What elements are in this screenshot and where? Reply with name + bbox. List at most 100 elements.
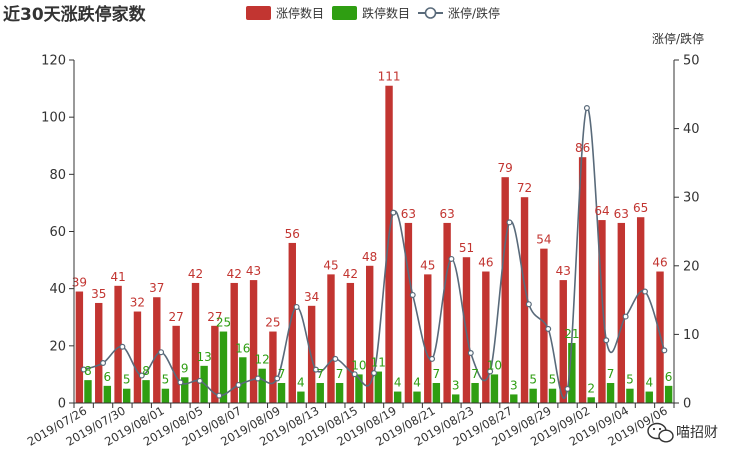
right-axis-name: 涨停/跌停 bbox=[652, 31, 704, 46]
bar-limit-down bbox=[432, 382, 441, 403]
bar-limit-down bbox=[393, 391, 402, 403]
bar-limit-up bbox=[114, 285, 122, 403]
bar-limit-down bbox=[316, 382, 324, 403]
data-label-limit-up: 45 bbox=[420, 258, 435, 272]
data-label-limit-up: 43 bbox=[246, 264, 261, 278]
data-label-limit-down: 8 bbox=[142, 364, 150, 378]
bar-limit-up bbox=[424, 274, 432, 403]
data-label-limit-up: 63 bbox=[614, 207, 629, 221]
ratio-point bbox=[235, 381, 242, 388]
bar-limit-down bbox=[335, 382, 344, 403]
data-label-limit-down: 5 bbox=[162, 373, 170, 387]
ratio-point bbox=[506, 219, 513, 226]
bar-limit-up bbox=[540, 248, 548, 403]
data-label-limit-up: 25 bbox=[265, 316, 280, 330]
data-label-limit-down: 8 bbox=[84, 364, 92, 378]
data-label-limit-up: 27 bbox=[169, 310, 184, 324]
data-label-limit-up: 63 bbox=[439, 207, 454, 221]
data-label-limit-down: 2 bbox=[587, 381, 595, 395]
data-label-limit-down: 11 bbox=[371, 356, 386, 370]
ratio-point bbox=[487, 368, 494, 375]
data-label-limit-up: 48 bbox=[362, 250, 377, 264]
bar-limit-up bbox=[249, 280, 258, 403]
data-label-limit-down: 5 bbox=[123, 373, 131, 387]
bar-limit-down bbox=[568, 342, 576, 403]
data-label-limit-down: 7 bbox=[336, 367, 344, 381]
bar-limit-down bbox=[626, 388, 634, 403]
left-tick-label: 100 bbox=[41, 111, 66, 126]
data-label-limit-up: 42 bbox=[188, 267, 203, 281]
bar-limit-up bbox=[153, 297, 161, 403]
data-label-limit-down: 5 bbox=[626, 373, 634, 387]
bar-limit-up bbox=[598, 220, 606, 403]
data-label-limit-down: 5 bbox=[529, 373, 537, 387]
data-label-limit-down: 7 bbox=[471, 367, 479, 381]
data-label-limit-down: 13 bbox=[196, 350, 211, 364]
legend-label: 涨停/跌停 bbox=[448, 6, 500, 21]
ratio-point bbox=[429, 355, 436, 362]
ratio-point bbox=[661, 347, 668, 354]
data-label-limit-down: 7 bbox=[278, 367, 286, 381]
left-tick-label: 80 bbox=[49, 168, 66, 183]
bar-limit-down bbox=[219, 331, 228, 403]
legend: 涨停数目 跌停数目 涨停/跌停 bbox=[246, 6, 500, 21]
data-label-limit-down: 5 bbox=[549, 373, 557, 387]
data-label-limit-up: 65 bbox=[633, 201, 648, 215]
left-tick-label: 120 bbox=[41, 54, 66, 69]
data-label-limit-down: 3 bbox=[510, 378, 518, 392]
data-label-limit-down: 10 bbox=[351, 358, 366, 372]
data-label-limit-up: 46 bbox=[652, 256, 667, 270]
right-tick-label: 50 bbox=[683, 54, 700, 69]
ratio-point bbox=[603, 337, 610, 344]
data-label-limit-up: 41 bbox=[110, 270, 125, 284]
bar-limit-up bbox=[636, 217, 645, 403]
bar-limit-up bbox=[307, 305, 316, 403]
data-label-limit-down: 6 bbox=[104, 370, 112, 384]
bar-limit-up bbox=[327, 274, 335, 403]
bar-limit-down bbox=[452, 394, 460, 403]
left-tick-label: 60 bbox=[49, 225, 66, 240]
data-label-limit-up: 51 bbox=[459, 241, 474, 255]
legend-marker-ratio bbox=[424, 7, 437, 19]
data-label-limit-up: 54 bbox=[536, 233, 551, 247]
ratio-point bbox=[138, 372, 145, 379]
data-label-limit-up: 64 bbox=[594, 204, 609, 218]
data-label-limit-up: 72 bbox=[517, 181, 532, 195]
bar-limit-up bbox=[95, 302, 103, 403]
ratio-point bbox=[274, 375, 281, 382]
legend-swatch-limit-up bbox=[246, 6, 271, 20]
ratio-point bbox=[158, 349, 165, 356]
bar-limit-up bbox=[404, 222, 413, 403]
ratio-point bbox=[312, 366, 319, 373]
data-label-limit-down: 9 bbox=[181, 361, 189, 375]
bar-limit-down bbox=[103, 385, 112, 403]
bar-limit-up bbox=[211, 325, 219, 403]
ratio-point bbox=[119, 343, 126, 350]
data-label-limit-down: 21 bbox=[564, 327, 579, 341]
ratio-point bbox=[641, 288, 648, 295]
right-tick-label: 10 bbox=[683, 328, 700, 343]
bar-limit-down bbox=[374, 371, 382, 403]
ratio-point bbox=[332, 355, 339, 362]
ratio-point bbox=[545, 325, 552, 332]
bar-limit-up bbox=[366, 265, 374, 403]
legend-label: 涨停数目 bbox=[276, 6, 324, 21]
bar-limit-down bbox=[510, 394, 518, 403]
bar-limit-up bbox=[133, 311, 142, 403]
bar-limit-up bbox=[75, 291, 84, 403]
data-label-limit-up: 43 bbox=[556, 264, 571, 278]
bar-limit-up bbox=[191, 282, 200, 403]
data-label-limit-down: 16 bbox=[235, 341, 250, 355]
bar-limit-down bbox=[548, 388, 557, 403]
bar-limit-up bbox=[559, 280, 567, 403]
bar-limit-up bbox=[172, 325, 180, 403]
bar-limit-up bbox=[269, 331, 277, 403]
data-label-limit-up: 39 bbox=[72, 276, 87, 290]
ratio-point bbox=[467, 349, 474, 356]
bar-limit-down bbox=[258, 368, 266, 403]
ratio-point bbox=[525, 301, 532, 308]
ratio-point bbox=[583, 105, 590, 112]
